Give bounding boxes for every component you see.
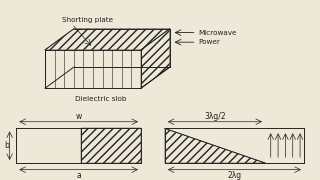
Text: w: w (76, 112, 82, 121)
Text: Dielectric slob: Dielectric slob (75, 96, 126, 102)
Text: Shorting plate: Shorting plate (62, 17, 114, 23)
Text: 2λg: 2λg (227, 171, 242, 180)
Text: Power: Power (198, 39, 220, 45)
Text: a: a (76, 171, 81, 180)
Text: b: b (4, 141, 9, 150)
Text: 3λg/2: 3λg/2 (204, 112, 226, 121)
Text: Microwave: Microwave (198, 30, 237, 36)
